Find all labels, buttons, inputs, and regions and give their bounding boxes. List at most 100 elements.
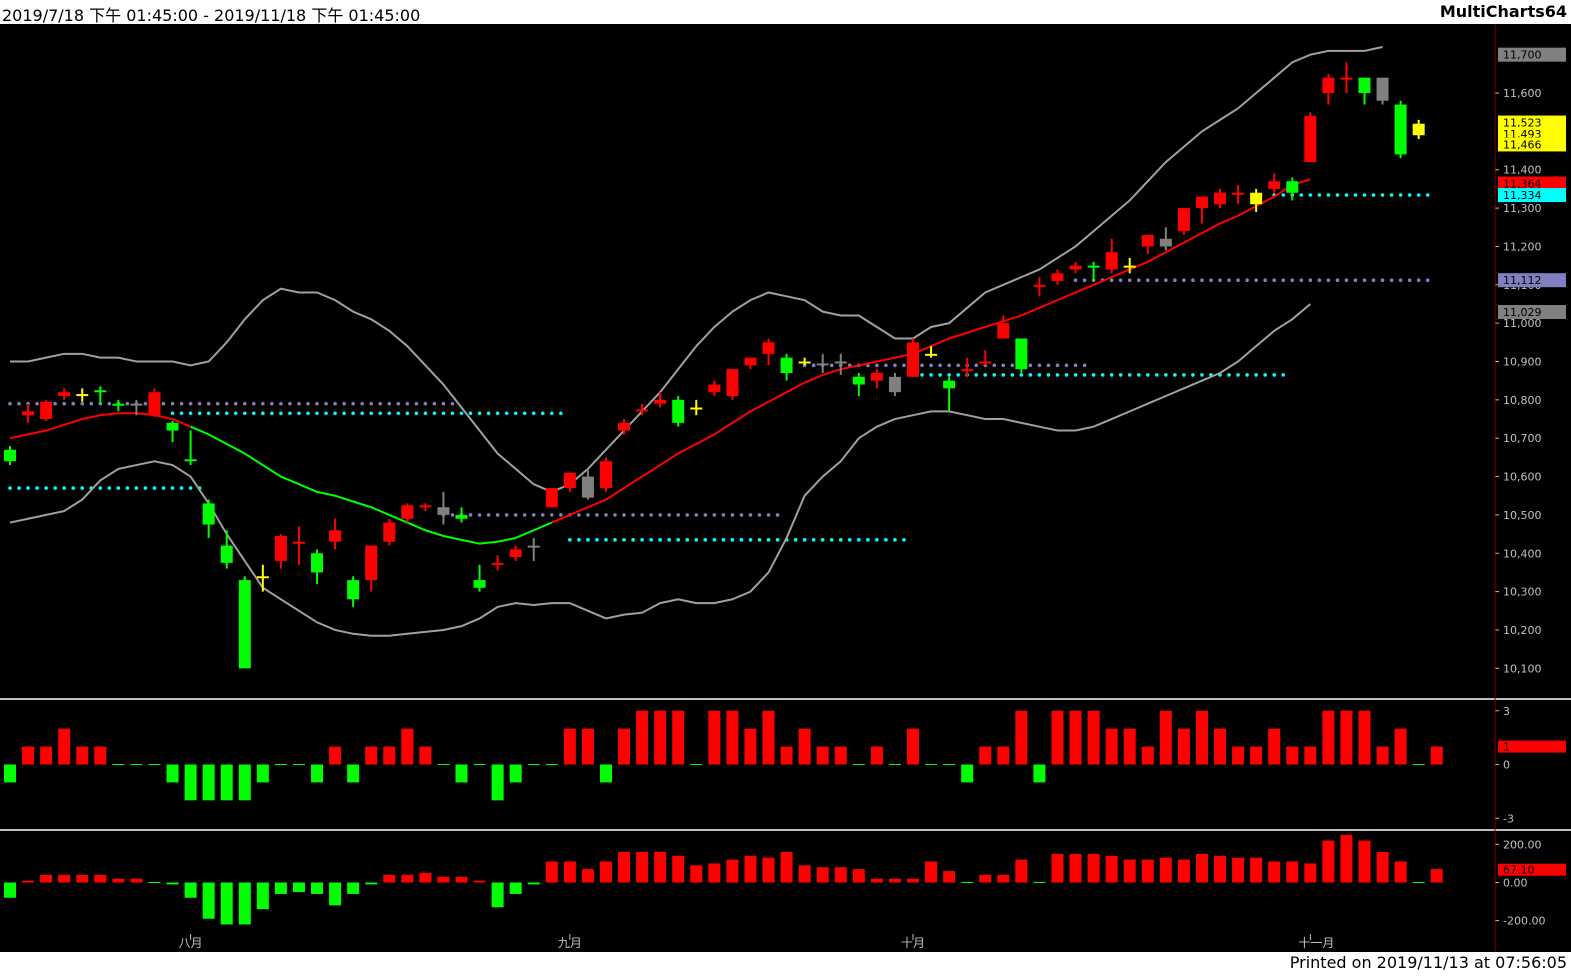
support-dot	[261, 401, 265, 406]
bar	[1015, 710, 1028, 765]
bar	[618, 728, 631, 765]
candle-body	[256, 576, 269, 579]
support-dot	[288, 411, 292, 416]
bar	[1304, 746, 1317, 765]
support-dot	[242, 411, 247, 416]
bar	[780, 851, 793, 883]
bar	[780, 746, 793, 765]
bar	[220, 764, 233, 801]
support-dot	[161, 486, 166, 490]
bar	[1123, 728, 1136, 765]
bar	[220, 882, 233, 925]
brand-label: MultiCharts64	[1439, 2, 1567, 21]
bar	[22, 746, 35, 765]
x-tick-label: 十一月	[1298, 936, 1334, 950]
support-dot	[595, 538, 599, 542]
support-dot	[1236, 373, 1240, 377]
support-dot	[1317, 278, 1322, 282]
bar	[1286, 861, 1299, 883]
price-tag-label: 11,700	[1503, 49, 1542, 62]
bar	[798, 865, 811, 883]
momentum-pane[interactable]: 3 0 -3 1	[4, 705, 1566, 826]
chart-canvas[interactable]: 10,100 10,200 10,300 10,400 10,500 10,600 10,7…	[0, 24, 1571, 952]
support-dot	[495, 411, 500, 416]
bar	[1268, 728, 1281, 765]
y-tick-label: 3	[1503, 705, 1510, 718]
bar	[1304, 863, 1317, 883]
support-dot	[44, 486, 48, 490]
candle-body	[383, 522, 396, 542]
support-dot	[1055, 373, 1060, 377]
bar	[1340, 834, 1353, 883]
support-dot	[992, 373, 997, 377]
candle-body	[780, 357, 793, 374]
bar	[1430, 869, 1443, 883]
bar	[130, 878, 143, 883]
bar	[925, 861, 938, 883]
oscillator-pane[interactable]: 200.00 0.00 -200.00 67.10	[4, 834, 1566, 928]
support-dot	[270, 411, 274, 416]
support-dot	[631, 538, 635, 542]
bar	[437, 876, 450, 883]
support-dot	[956, 373, 960, 377]
support-dot	[1317, 193, 1322, 197]
support-dot	[595, 513, 599, 517]
price-tag-label: 67.10	[1503, 864, 1535, 877]
support-dot	[1380, 193, 1385, 197]
support-dot	[1398, 278, 1403, 282]
price-tag-label: 11,523	[1503, 117, 1542, 130]
price-pane[interactable]: 10,100 10,200 10,300 10,400 10,500 10,600 10,7…	[4, 46, 1566, 675]
support-dot	[378, 401, 383, 406]
support-dot	[1073, 363, 1078, 368]
candle-body	[834, 361, 847, 364]
support-dot	[929, 373, 933, 377]
candle-body	[852, 376, 865, 385]
support-dot	[143, 486, 148, 490]
support-dot	[649, 538, 653, 542]
bar	[1376, 851, 1389, 883]
support-dot	[459, 411, 464, 416]
y-tick-label: 10,300	[1503, 586, 1542, 599]
support-dot	[152, 486, 157, 490]
bar	[888, 878, 901, 883]
bar	[1087, 853, 1100, 883]
support-dot	[125, 486, 130, 490]
candle-body	[816, 363, 829, 366]
candle-body	[1376, 77, 1389, 101]
support-dot	[739, 538, 744, 542]
candle-body	[455, 514, 468, 519]
support-dot	[568, 538, 572, 542]
support-dot	[450, 401, 455, 406]
bar	[708, 710, 721, 765]
bar	[1141, 859, 1154, 883]
candle-body	[581, 476, 594, 498]
y-tick-label: 0	[1503, 759, 1510, 772]
support-dot	[1389, 193, 1394, 197]
support-dot	[224, 411, 229, 416]
support-dot	[875, 363, 879, 368]
support-dot	[252, 411, 256, 416]
bar	[401, 728, 414, 765]
support-dot	[1407, 193, 1412, 197]
candle-body	[618, 422, 631, 431]
bar	[76, 746, 89, 765]
candle-body	[274, 536, 287, 561]
support-dot	[531, 411, 536, 416]
support-dot	[1028, 363, 1033, 368]
bar	[1195, 853, 1208, 883]
bar	[762, 710, 775, 765]
bar	[184, 764, 197, 801]
support-dot	[441, 411, 446, 416]
support-dot	[893, 538, 897, 542]
support-dot	[1046, 373, 1051, 377]
support-dot	[179, 401, 184, 406]
support-dot	[540, 513, 545, 517]
support-dot	[423, 411, 428, 416]
candle-body	[690, 407, 703, 410]
support-dot	[197, 411, 202, 416]
bar	[834, 746, 847, 765]
bar	[1358, 840, 1371, 883]
support-dot	[748, 538, 753, 542]
support-dot	[279, 401, 283, 406]
support-dot	[1290, 278, 1295, 282]
